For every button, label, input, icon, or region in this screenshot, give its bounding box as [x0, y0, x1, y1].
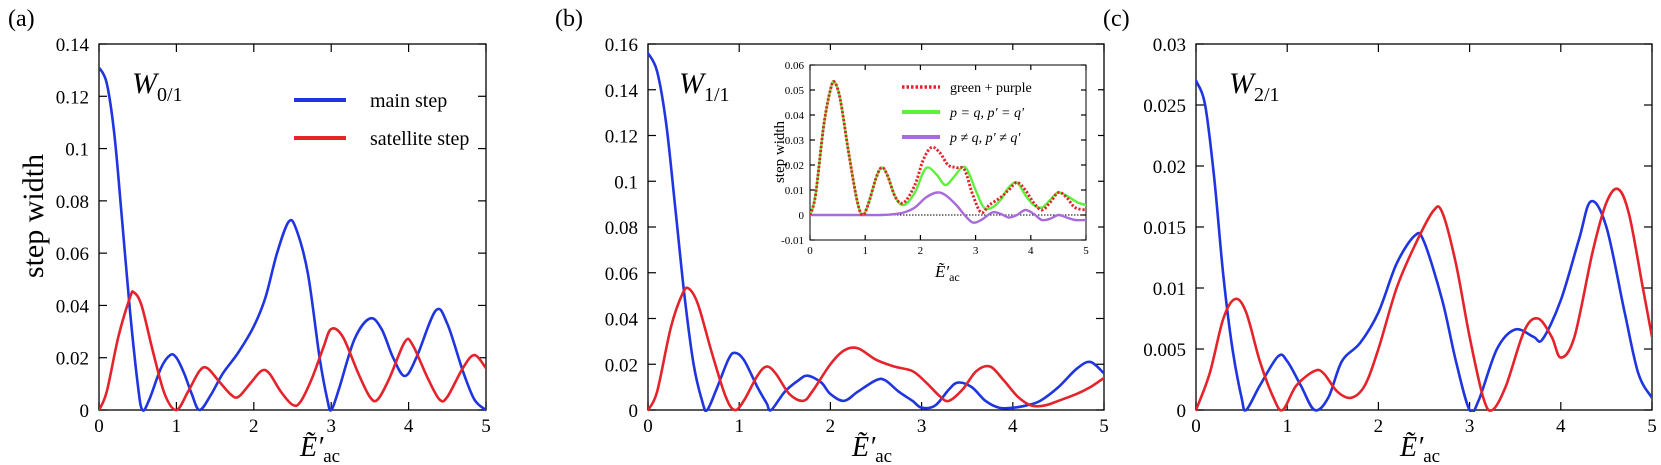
panel-a-legend: main step satellite step: [294, 90, 469, 150]
panel-c-x-tick-label-3: 3: [1465, 416, 1475, 437]
inset-legend-equal-label: p = q, p′ = q′: [949, 106, 1025, 121]
panel-b-y-tick-label-6: 0.12: [605, 127, 638, 148]
panel-b-y-tick-label-7: 0.14: [605, 81, 639, 102]
panel-c-series-main-step: [1196, 79, 1652, 412]
legend-satellite-step-label: satellite step: [370, 128, 469, 150]
inset-x-tick-label-0: 0: [807, 245, 813, 257]
panel-c-x-tick-label-1: 1: [1282, 416, 1292, 437]
panel-b-y-tick-label-5: 0.1: [614, 172, 638, 193]
inset-series-green-purple: [810, 79, 1086, 217]
inset-x-tick-label-4: 4: [1028, 245, 1034, 257]
panel-a-y-tick-label-1: 0.02: [56, 349, 89, 370]
panel-c-x-tick-label-0: 0: [1191, 416, 1201, 437]
panel-c: (c) 0 1 2 3 4 5 0 0.005 0.01 0.015 0.02 0.025 0.03 W…: [1103, 6, 1657, 465]
inset-legend: green + purple p = q, p′ = q′ p ≠ q, p′ …: [902, 81, 1032, 146]
inset-x-axis-label: Ẽ′ac: [934, 262, 960, 284]
inset-x-tick-label-2: 2: [918, 245, 924, 257]
panel-a-y-tick-label-3: 0.06: [56, 244, 89, 265]
panel-a-y-tick-label-2: 0.04: [56, 296, 90, 317]
inset-legend-sum-label: green + purple: [950, 81, 1032, 96]
panel-a-x-tick-label-3: 3: [326, 416, 336, 437]
legend-main-step-label: main step: [370, 90, 447, 112]
panel-b-y-tick-label-2: 0.04: [605, 310, 639, 331]
inset-x-tick-label-1: 1: [862, 245, 868, 257]
panel-c-y-tick-label-2: 0.01: [1153, 279, 1186, 300]
panel-a-y-tick-label-4: 0.08: [56, 192, 89, 213]
panel-c-x-tick-label-2: 2: [1374, 416, 1384, 437]
inset-plot-frame: [809, 64, 1087, 241]
panel-a-x-tick-label-1: 1: [172, 416, 182, 437]
panel-b-x-tick-label-5: 5: [1099, 416, 1109, 437]
panel-c-x-axis-label: Ẽ′ac: [1399, 432, 1440, 465]
panel-c-series-satellite-step: [1196, 187, 1652, 412]
inset-y-tick-label-3: 0.02: [785, 160, 804, 172]
panel-a-x-tick-label-4: 4: [404, 416, 414, 437]
panel-b-y-tick-label-8: 0.16: [605, 35, 638, 56]
panel-c-y-tick-label-3: 0.015: [1143, 218, 1186, 239]
panel-c-label: (c): [1103, 6, 1130, 32]
panel-b-x-axis-label: Ẽ′ac: [851, 432, 892, 465]
inset-series-p-neq-q-p-neq-q: [810, 191, 1086, 224]
panel-a-label: (a): [8, 6, 35, 32]
panel-a-x-tick-label-5: 5: [481, 416, 491, 437]
panel-b-x-tick-label-0: 0: [643, 416, 653, 437]
panel-c-y-tick-label-1: 0.005: [1143, 340, 1186, 361]
inset-y-axis-label: step width: [772, 120, 788, 183]
inset-y-tick-label-6: 0.05: [785, 85, 805, 97]
panel-a-annotation: W0/1: [132, 67, 183, 106]
panel-c-y-tick-label-4: 0.02: [1153, 157, 1186, 178]
panel-c-y-tick-label-5: 0.025: [1143, 96, 1186, 117]
panel-c-x-tick-label-4: 4: [1556, 416, 1566, 437]
panel-c-y-tick-label-6: 0.03: [1153, 35, 1186, 56]
panel-a-x-tick-label-0: 0: [94, 416, 104, 437]
inset-y-tick-label-7: 0.06: [785, 60, 805, 72]
panel-a-series-satellite-step: [99, 290, 486, 412]
panel-b-label: (b): [555, 6, 583, 32]
panel-b-x-tick-label-2: 2: [826, 416, 836, 437]
panel-b-y-tick-label-0: 0: [629, 401, 639, 422]
panel-b-annotation: W1/1: [679, 67, 730, 106]
panel-a-y-tick-label-6: 0.12: [56, 87, 89, 108]
inset-background: [772, 50, 1098, 260]
panel-a-x-tick-label-2: 2: [249, 416, 259, 437]
panel-b-y-tick-label-3: 0.06: [605, 264, 638, 285]
panel-b-x-tick-label-3: 3: [917, 416, 927, 437]
panel-a-plot-frame: [98, 43, 487, 411]
panel-a-series-main-step: [99, 66, 486, 412]
panel-a-y-axis-label: step width: [17, 154, 50, 278]
inset-y-tick-label-0: -0.01: [781, 235, 804, 247]
panel-b-y-tick-label-1: 0.02: [605, 355, 638, 376]
panel-c-x-tick-label-5: 5: [1647, 416, 1657, 437]
panel-c-annotation: W2/1: [1229, 67, 1280, 106]
panel-b-y-tick-label-4: 0.08: [605, 218, 638, 239]
panel-b-x-tick-label-4: 4: [1008, 416, 1018, 437]
inset-x-tick-label-3: 3: [973, 245, 979, 257]
panel-a-y-tick-label-7: 0.14: [56, 35, 90, 56]
inset-x-tick-label-5: 5: [1083, 245, 1089, 257]
inset-y-tick-label-2: 0.01: [785, 185, 804, 197]
panel-a: (a) step width 0 1 2 3 4 5 0 0.02 0.04 0.06 0.08 0.…: [8, 6, 491, 465]
panel-a-y-tick-label-0: 0: [80, 401, 90, 422]
inset-y-tick-label-5: 0.04: [785, 110, 805, 122]
panel-b-series-main-step: [648, 51, 1104, 412]
inset-y-tick-label-4: 0.03: [785, 135, 805, 147]
panel-c-y-tick-label-0: 0: [1177, 401, 1187, 422]
panel-b-x-tick-label-1: 1: [734, 416, 744, 437]
inset-y-tick-label-1: 0: [799, 210, 805, 222]
panel-b-series-satellite-step: [648, 286, 1104, 412]
panel-b: (b) 0 1 2 3 4 5 0 0.02 0.04 0.06 0.08 0.1 0.12 0.14 0.…: [555, 6, 1109, 465]
inset-legend-unequal-label: p ≠ q, p′ ≠ q′: [949, 131, 1021, 146]
panel-a-y-tick-label-5: 0.1: [65, 140, 89, 161]
